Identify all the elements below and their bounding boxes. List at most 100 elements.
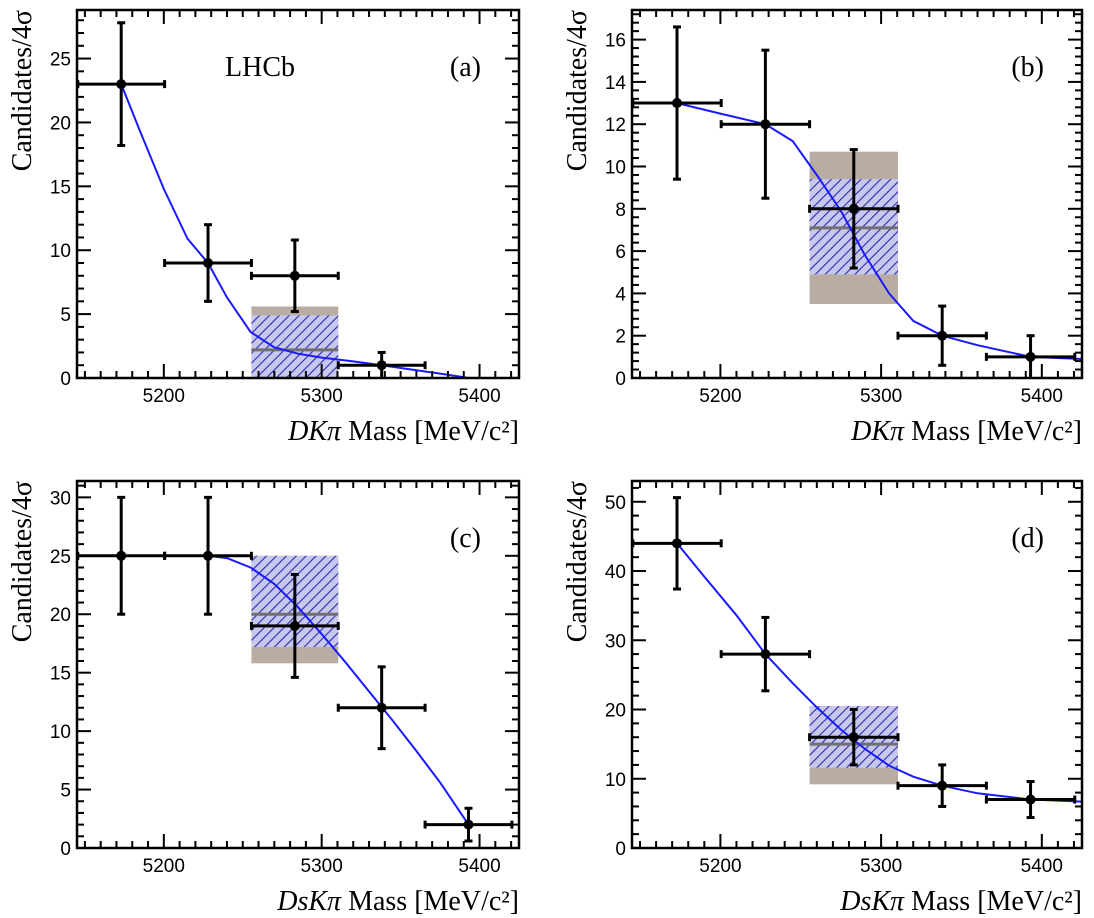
y-axis-title: Candidates/4σ xyxy=(7,10,38,171)
data-point xyxy=(808,708,900,767)
data-point xyxy=(336,665,427,751)
y-tick-label: 8 xyxy=(615,200,626,221)
y-tick-label: 25 xyxy=(50,50,71,71)
panel-label: (b) xyxy=(1011,52,1044,83)
y-tick-label: 15 xyxy=(50,664,71,685)
data-marker xyxy=(848,203,859,214)
y-tick-label: 12 xyxy=(605,115,626,136)
x-tick-label: 5300 xyxy=(301,856,343,877)
y-tick-label: 4 xyxy=(615,284,626,305)
y-tick-label: 5 xyxy=(60,305,71,326)
panel-b: 5200 5300 5400 0 2 4 6 8 10 12 14 16 Candidates/4σ DK… xyxy=(562,8,1084,447)
panel-label: (c) xyxy=(450,523,481,554)
data-marker xyxy=(289,270,300,281)
x-tick-label: 5300 xyxy=(860,386,902,407)
y-tick-label: 5 xyxy=(60,781,71,802)
data-marker xyxy=(289,620,300,631)
data-point xyxy=(249,573,340,679)
data-point xyxy=(719,48,812,200)
y-axis-title: Candidates/4σ xyxy=(7,481,38,642)
x-tick-label: 5400 xyxy=(458,386,500,407)
data-marker xyxy=(760,649,771,660)
data-point xyxy=(631,496,723,591)
x-tick-label: 5300 xyxy=(301,386,343,407)
data-marker xyxy=(937,330,948,341)
panel-d: 5200 5300 5400 0 10 20 30 40 50 Candidates/4σ DsKπ… xyxy=(562,479,1084,917)
data-point xyxy=(631,25,723,181)
x-axis-title: DsKπ Mass [MeV/c²] xyxy=(839,886,1082,917)
y-tick-label: 2 xyxy=(615,327,626,348)
data-point xyxy=(719,615,812,693)
plot-frame xyxy=(75,479,521,850)
x-axis-title: DsKπ Mass [MeV/c²] xyxy=(276,886,519,917)
x-axis-title: DKπ Mass [MeV/c²] xyxy=(287,416,519,447)
data-point xyxy=(984,334,1077,378)
x-tick-label: 5400 xyxy=(458,856,500,877)
data-marker xyxy=(376,360,387,371)
x-tick-label: 5200 xyxy=(143,856,185,877)
data-marker xyxy=(672,98,682,109)
y-tick-label: 0 xyxy=(60,369,71,390)
data-point xyxy=(808,148,900,270)
panel-c: 5200 5300 5400 0 5 10 15 20 25 30 Candidates/4σ DsK… xyxy=(7,479,521,917)
y-tick-label: 50 xyxy=(605,493,626,514)
y-tick-label: 25 xyxy=(50,547,71,568)
data-point xyxy=(896,304,988,367)
x-tick-label: 5200 xyxy=(699,386,741,407)
y-axis-title: Candidates/4σ xyxy=(562,10,593,171)
y-tick-label: 10 xyxy=(605,158,626,179)
data-marker xyxy=(203,550,214,561)
y-tick-label: 30 xyxy=(605,631,626,652)
y-tick-label: 10 xyxy=(50,722,71,743)
data-marker xyxy=(848,732,859,743)
experiment-label: LHCb xyxy=(225,52,295,83)
data-marker xyxy=(463,819,474,830)
y-tick-label: 0 xyxy=(615,369,626,390)
data-point xyxy=(76,21,167,147)
data-marker xyxy=(116,79,127,90)
data-point xyxy=(336,350,427,378)
data-marker xyxy=(1025,351,1036,362)
x-axis-title: DKπ Mass [MeV/c²] xyxy=(850,416,1082,447)
plot-frame xyxy=(75,8,521,380)
data-point xyxy=(896,763,988,808)
data-point xyxy=(423,806,514,843)
y-tick-label: 15 xyxy=(50,177,71,198)
y-tick-label: 10 xyxy=(50,241,71,262)
panel-a: 5200 5300 5400 0 5 10 15 20 25 Candidates/4σ DKπ M… xyxy=(7,8,521,447)
fit-curve xyxy=(120,83,469,378)
data-point xyxy=(984,780,1077,820)
y-tick-label: 0 xyxy=(60,839,71,860)
data-marker xyxy=(760,119,771,130)
y-tick-label: 20 xyxy=(50,113,71,134)
y-axis-title: Candidates/4σ xyxy=(562,481,593,642)
y-tick-label: 6 xyxy=(615,242,626,263)
x-tick-label: 5400 xyxy=(1021,386,1063,407)
data-marker xyxy=(1025,794,1036,805)
y-tick-label: 20 xyxy=(50,605,71,626)
plot-frame xyxy=(630,8,1084,380)
x-tick-label: 5200 xyxy=(699,856,741,877)
data-point xyxy=(76,495,167,616)
data-marker xyxy=(116,550,127,561)
data-marker xyxy=(672,538,682,549)
y-tick-label: 30 xyxy=(50,488,71,509)
data-point xyxy=(163,495,253,616)
data-marker xyxy=(937,780,948,791)
y-tick-label: 40 xyxy=(605,562,626,583)
data-point xyxy=(163,223,253,303)
x-tick-label: 5200 xyxy=(143,386,185,407)
panel-label: (d) xyxy=(1011,523,1044,554)
band-inner xyxy=(251,315,339,378)
data-point xyxy=(249,238,340,314)
data-marker xyxy=(203,258,214,268)
y-tick-label: 14 xyxy=(605,73,627,94)
y-tick-label: 10 xyxy=(605,770,626,791)
fit-curve xyxy=(207,554,470,826)
x-tick-label: 5300 xyxy=(860,856,902,877)
y-tick-label: 16 xyxy=(605,31,626,52)
y-tick-label: 0 xyxy=(615,839,626,860)
panel-label: (a) xyxy=(450,52,481,83)
y-tick-label: 20 xyxy=(605,701,626,722)
